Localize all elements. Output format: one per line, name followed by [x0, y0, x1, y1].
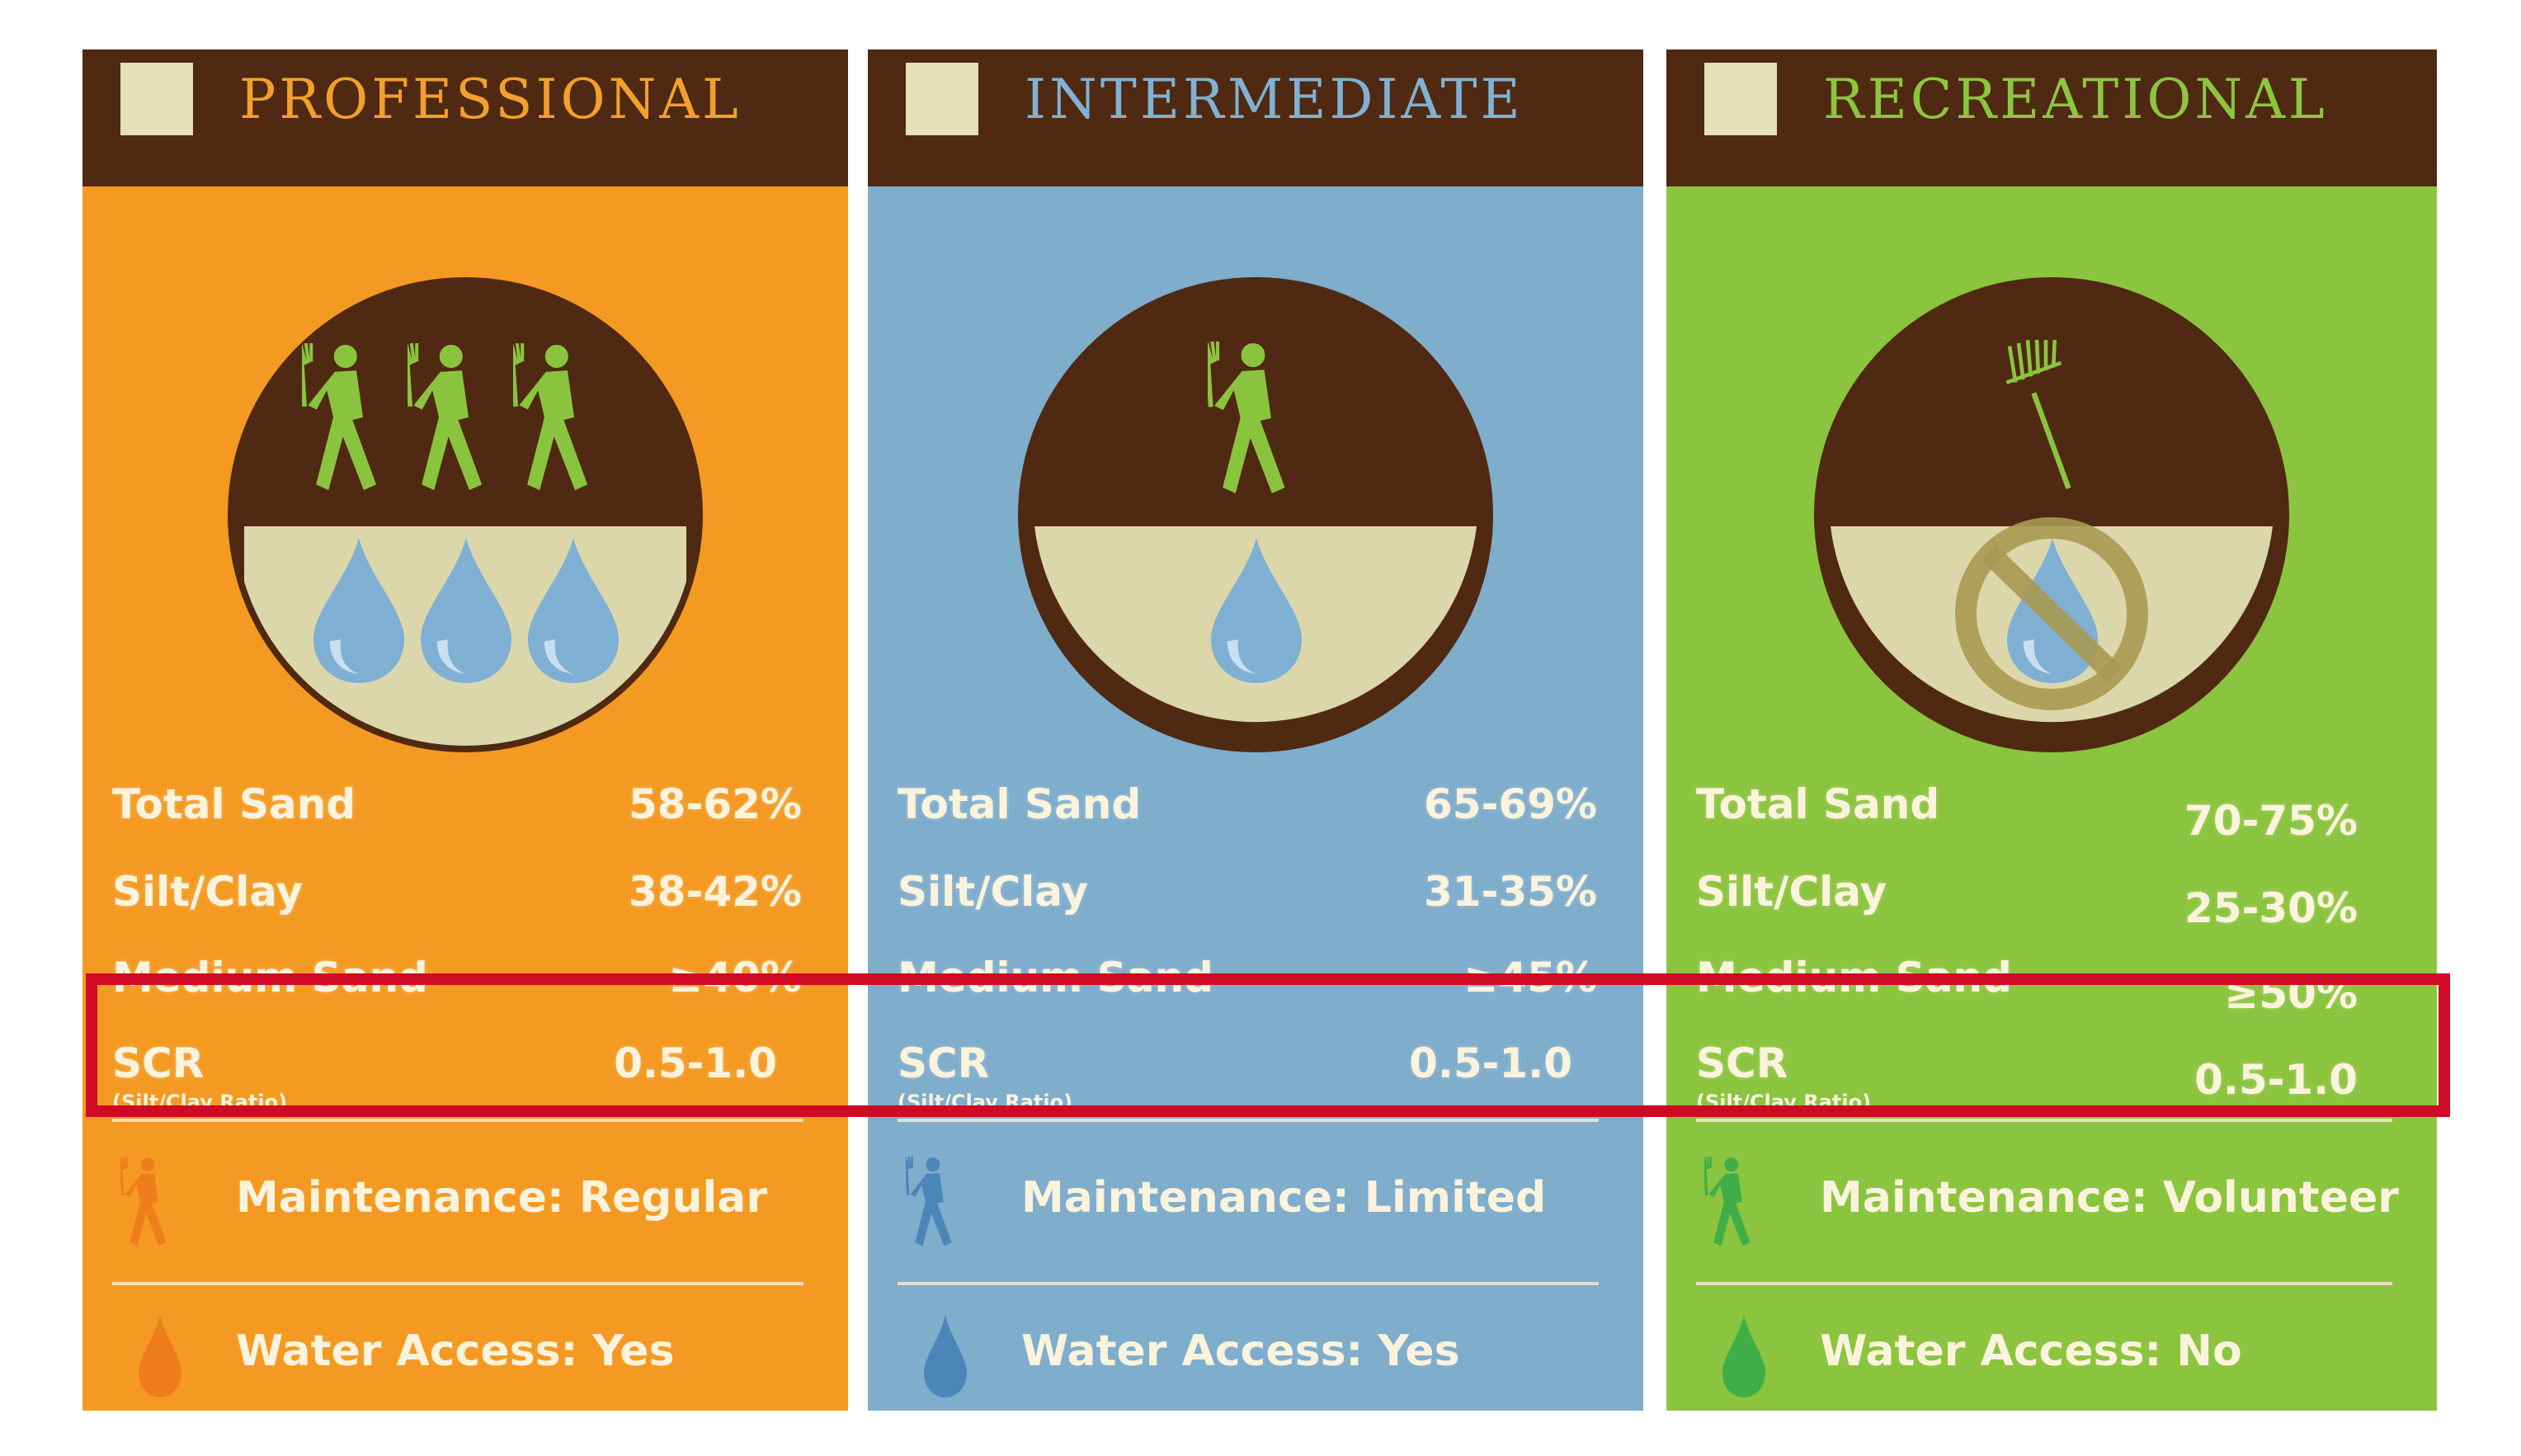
- maintenance-row: Maintenance: Regular: [112, 1152, 832, 1251]
- card-title: RECREATIONAL: [1823, 68, 2328, 131]
- scr-label: SCR: [112, 1039, 205, 1087]
- divider: [1696, 1119, 2392, 1122]
- stat-silt-clay: Silt/Clay 31-35%: [898, 868, 1597, 934]
- maintenance-walker-icon: [1704, 1157, 1752, 1247]
- card-header: INTERMEDIATE: [868, 49, 1643, 186]
- stat-label: Total Sand: [898, 780, 1142, 828]
- card-title: INTERMEDIATE: [1025, 68, 1524, 131]
- card-title: PROFESSIONAL: [239, 68, 742, 131]
- emblem-three-walkers-icon: [228, 277, 703, 752]
- stat-value: 65-69%: [1423, 780, 1597, 828]
- emblem-one-walker-icon: [1018, 277, 1493, 752]
- water-drop-icon: [924, 1315, 967, 1397]
- card-professional: PROFESSIONAL Total Sand 58-62%: [82, 49, 848, 1411]
- divider: [112, 1119, 803, 1122]
- stat-value: 70-75%: [2184, 797, 2358, 845]
- water-text: Water Access: No: [1820, 1326, 2242, 1376]
- water-row: Water Access: Yes: [112, 1305, 832, 1404]
- stat-silt-clay: Silt/Clay 38-42%: [112, 868, 802, 934]
- stat-scr: SCR (Silt/Clay Ratio) 0.5-1.0: [1696, 1039, 2391, 1114]
- header-square: [120, 63, 193, 135]
- stat-total-sand: Total Sand 58-62%: [112, 780, 802, 846]
- card-header: RECREATIONAL: [1666, 49, 2437, 186]
- maintenance-row: Maintenance: Volunteer: [1696, 1152, 2420, 1251]
- maintenance-walker-icon: [906, 1157, 954, 1247]
- water-row: Water Access: No: [1696, 1305, 2420, 1404]
- divider: [1696, 1282, 2392, 1285]
- stat-value: 58-62%: [628, 780, 802, 828]
- emblem-rake-no-water-icon: [1814, 277, 2289, 752]
- water-text: Water Access: Yes: [236, 1326, 675, 1376]
- header-square: [906, 63, 978, 135]
- card-recreational: RECREATIONAL Total Sand 70-75% Silt/Clay…: [1666, 49, 2437, 1411]
- scr-value: 0.5-1.0: [614, 1039, 777, 1087]
- card-panel: Total Sand 58-62% Silt/Clay 38-42% Mediu…: [82, 186, 848, 1411]
- water-drop-icon: [139, 1315, 181, 1397]
- maintenance-row: Maintenance: Limited: [898, 1152, 1627, 1251]
- stat-label: Total Sand: [112, 780, 356, 828]
- stat-label: Silt/Clay: [1696, 868, 1887, 916]
- divider: [898, 1119, 1599, 1122]
- maintenance-walker-icon: [120, 1157, 168, 1247]
- card-header: PROFESSIONAL: [82, 49, 848, 186]
- stat-value: 31-35%: [1423, 868, 1597, 916]
- card-panel: Total Sand 65-69% Silt/Clay 31-35% Mediu…: [868, 186, 1643, 1411]
- divider: [112, 1282, 803, 1285]
- scr-label: SCR: [898, 1039, 990, 1087]
- scr-label: SCR: [1696, 1039, 1788, 1087]
- scr-highlight-box: [86, 973, 2450, 1117]
- water-row: Water Access: Yes: [898, 1305, 1627, 1404]
- card-panel: Total Sand 70-75% Silt/Clay 25-30% Mediu…: [1666, 186, 2437, 1411]
- maintenance-text: Maintenance: Limited: [1021, 1173, 1547, 1223]
- maintenance-text: Maintenance: Regular: [236, 1173, 768, 1223]
- header-square: [1704, 63, 1777, 135]
- stat-value: 38-42%: [628, 868, 802, 916]
- water-drop-icon: [1722, 1315, 1765, 1397]
- scr-value: 0.5-1.0: [2194, 1056, 2358, 1104]
- water-text: Water Access: Yes: [1021, 1326, 1460, 1376]
- stat-label: Silt/Clay: [112, 868, 304, 916]
- scr-value: 0.5-1.0: [1409, 1039, 1572, 1087]
- stat-value: 25-30%: [2184, 884, 2358, 932]
- stat-silt-clay: Silt/Clay 25-30%: [1696, 868, 2391, 934]
- divider: [898, 1282, 1599, 1285]
- stat-total-sand: Total Sand 70-75%: [1696, 780, 2391, 846]
- stat-label: Silt/Clay: [898, 868, 1089, 916]
- stat-total-sand: Total Sand 65-69%: [898, 780, 1597, 846]
- stat-label: Total Sand: [1696, 780, 1940, 828]
- card-intermediate: INTERMEDIATE Total Sand 65-69% Silt/Clay…: [868, 49, 1643, 1411]
- maintenance-text: Maintenance: Volunteer: [1820, 1173, 2399, 1223]
